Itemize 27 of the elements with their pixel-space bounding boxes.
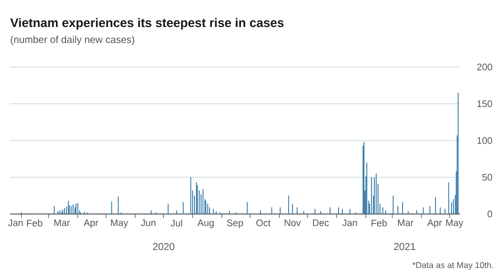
x-tick-label: Jun: [140, 220, 156, 226]
x-tick-label: Aug: [197, 220, 214, 228]
x-tick-label: Apr: [427, 220, 442, 228]
y-tick-label: 150: [477, 100, 492, 108]
x-tick-label: May: [446, 220, 464, 228]
x-tick-label: Nov: [284, 220, 301, 226]
y-tick-label: 50: [482, 174, 492, 181]
text: *Data as at May 10th.: [412, 262, 494, 270]
text: 2020: [153, 243, 174, 250]
x-tick-label: Dec: [313, 220, 329, 226]
chart-title: Vietnam experiences its steepest rise in cases: [10, 18, 284, 30]
x-tick-label: Mar: [398, 220, 414, 226]
x-tick-label: Jan: [8, 220, 23, 226]
x-tick-label: Apr: [84, 220, 98, 228]
x-tick-label: May: [111, 220, 128, 228]
y-tick-label: 0: [488, 210, 492, 218]
y-tick-label: 200: [477, 64, 492, 70]
x-tick-label: Mar: [54, 220, 70, 226]
x-tick-label: Feb: [372, 220, 387, 226]
x-tick-label: Oct: [256, 220, 271, 226]
y-tick-label: 100: [477, 137, 492, 144]
chart-subtitle: (number of daily new cases): [10, 36, 134, 46]
x-tick-label: Feb: [27, 220, 42, 226]
x-tick-label: Jul: [170, 220, 182, 226]
x-tick-label: Sep: [227, 220, 244, 228]
x-tick-label: Jan: [342, 220, 357, 226]
text: 2021: [394, 243, 416, 250]
